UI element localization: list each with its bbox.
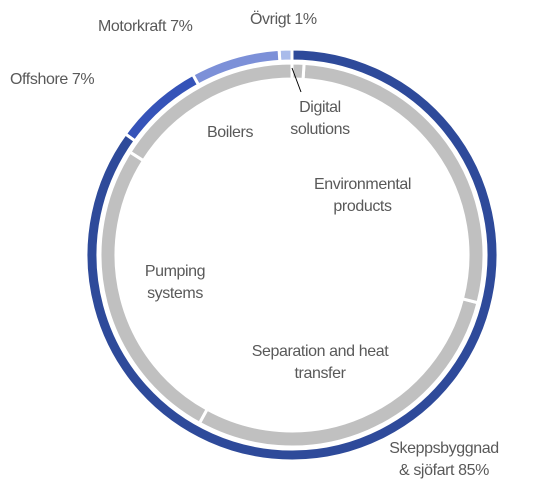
value-label: 1% — [294, 11, 317, 28]
value-label: 7% — [71, 71, 95, 88]
value-label: 7% — [170, 18, 193, 35]
category: Skeppsbyggnad & sjöfart — [389, 440, 499, 479]
donut-segment — [290, 61, 306, 81]
donut-segment — [84, 47, 500, 463]
inner-label: Separation and heat transfer — [251, 343, 389, 382]
value-label: 85% — [458, 462, 489, 479]
donut-segment — [98, 150, 210, 426]
inner-label: Boilers — [206, 124, 254, 141]
outer-label: Motorkraft 7% — [98, 16, 193, 38]
category: Offshore — [10, 71, 68, 88]
category: Motorkraft — [98, 18, 167, 35]
donut-segment — [190, 47, 282, 88]
donut-segment — [123, 72, 201, 144]
outer-label: Offshore 7% — [10, 69, 95, 91]
inner-label: Pumping systems — [144, 263, 206, 302]
donut-segment — [301, 61, 486, 305]
donut-segment — [197, 296, 480, 449]
outer-label: Övrigt 1% — [250, 9, 317, 31]
leader-line — [291, 67, 302, 93]
category: Övrigt — [250, 11, 291, 28]
outer-label: Skeppsbyggnad & sjöfart 85% — [385, 438, 503, 482]
inner-label: Digital solutions — [290, 99, 350, 138]
inner-label: Environmental products — [313, 176, 412, 215]
